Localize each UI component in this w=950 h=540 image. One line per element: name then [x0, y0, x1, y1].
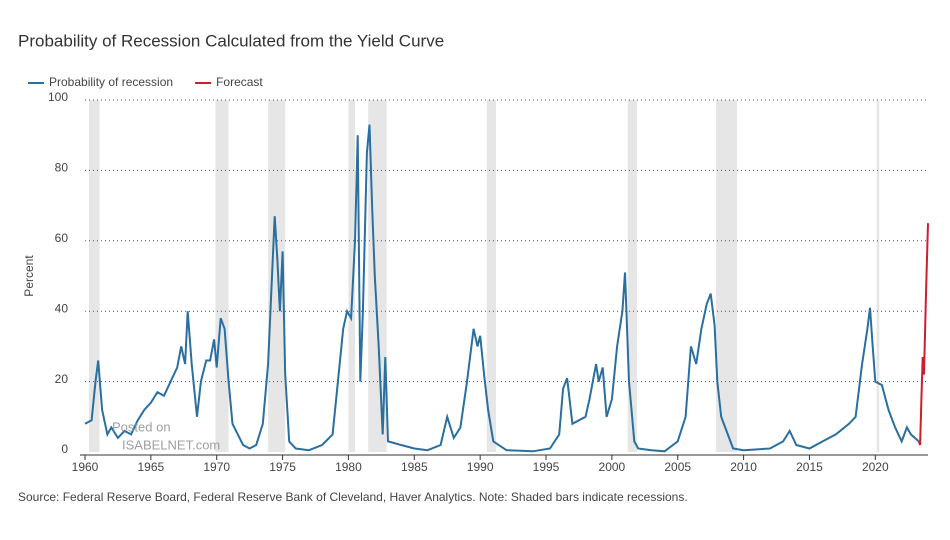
- y-tick-label: 0: [61, 442, 68, 456]
- series-line: [917, 223, 929, 446]
- recession-band: [876, 100, 880, 452]
- watermark: ISABELNET.com: [122, 437, 220, 452]
- x-tick-label: 2020: [862, 460, 889, 474]
- x-tick-label: 1965: [138, 460, 165, 474]
- recession-band: [368, 100, 387, 452]
- series-line: [84, 124, 920, 453]
- x-tick-label: 2005: [664, 460, 691, 474]
- x-tick-label: 1985: [401, 460, 428, 474]
- y-tick-label: 80: [55, 161, 69, 175]
- y-tick-label: 20: [55, 372, 69, 386]
- recession-band: [627, 100, 637, 452]
- x-tick-label: 2015: [796, 460, 823, 474]
- x-tick-label: 1960: [72, 460, 99, 474]
- recession-band: [215, 100, 229, 452]
- x-tick-label: 1995: [533, 460, 560, 474]
- x-tick-label: 1975: [269, 460, 296, 474]
- y-axis-label: Percent: [22, 255, 36, 297]
- chart-title: Probability of Recession Calculated from…: [18, 31, 444, 50]
- recession-band: [348, 100, 356, 452]
- x-tick-label: 2000: [599, 460, 626, 474]
- x-tick-label: 1980: [335, 460, 362, 474]
- x-tick-label: 2010: [730, 460, 757, 474]
- y-tick-label: 60: [55, 231, 69, 245]
- x-tick-label: 1970: [203, 460, 230, 474]
- watermark: Posted on: [112, 419, 171, 434]
- source-note: Source: Federal Reserve Board, Federal R…: [18, 490, 688, 504]
- legend-label: Probability of recession: [49, 75, 173, 89]
- y-tick-label: 100: [48, 90, 68, 104]
- x-tick-label: 1990: [467, 460, 494, 474]
- recession-band: [715, 100, 738, 452]
- recession-band: [268, 100, 286, 452]
- recession-band: [486, 100, 496, 452]
- recession-band: [88, 100, 100, 452]
- y-tick-label: 40: [55, 301, 69, 315]
- legend-label: Forecast: [216, 75, 263, 89]
